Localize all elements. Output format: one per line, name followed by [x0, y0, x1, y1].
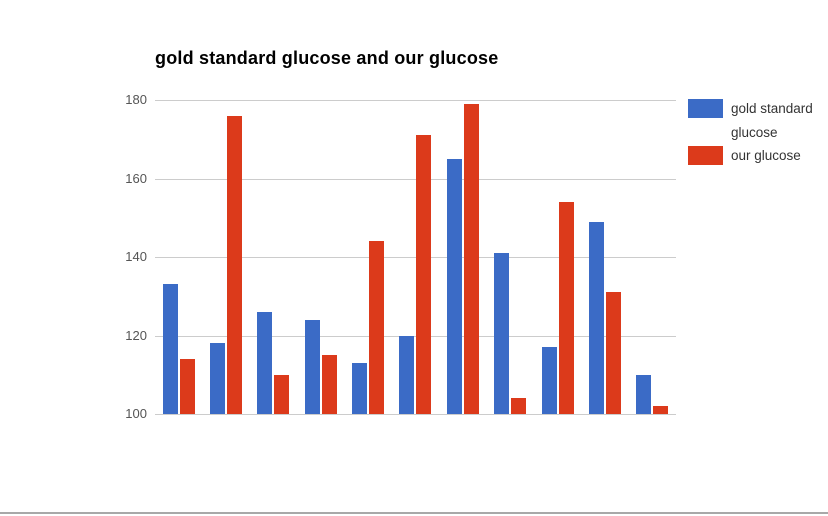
- bar-gold-standard-glucose-9: [541, 347, 557, 414]
- bar-our-glucose-10: [605, 292, 621, 414]
- gridline-160: [155, 178, 676, 180]
- bar-gold-standard-glucose-10: [588, 221, 604, 414]
- bar-gold-standard-glucose-8: [494, 253, 510, 414]
- legend-swatch-icon: [688, 99, 723, 118]
- gridline-100: [155, 414, 676, 415]
- bar-gold-standard-glucose-5: [352, 362, 368, 414]
- gridline-140: [155, 257, 676, 258]
- legend-label: gold standard glucose: [731, 101, 813, 140]
- legend-label: our glucose: [731, 148, 801, 163]
- bar-gold-standard-glucose-4: [304, 319, 320, 414]
- bar-gold-standard-glucose-3: [257, 311, 273, 414]
- bar-our-glucose-7: [463, 103, 479, 414]
- bar-gold-standard-glucose-11: [636, 374, 652, 414]
- bar-groups: [155, 100, 676, 414]
- gridline-120: [155, 335, 676, 337]
- window-bottom-edge: [0, 512, 828, 514]
- bar-group-3: [250, 100, 297, 414]
- gridline-180: [155, 100, 676, 101]
- bar-group-4: [297, 100, 344, 414]
- bar-group-1: [155, 100, 202, 414]
- bar-our-glucose-9: [558, 202, 574, 414]
- y-tick-label-160: 160: [125, 170, 147, 186]
- legend-swatch-icon: [688, 146, 723, 165]
- bar-group-9: [534, 100, 581, 414]
- bar-group-5: [344, 100, 391, 414]
- bar-our-glucose-4: [321, 355, 337, 414]
- plot-area: 100 120 140 160 180: [125, 92, 676, 421]
- bar-gold-standard-glucose-7: [446, 158, 462, 414]
- bar-our-glucose-6: [416, 135, 432, 414]
- y-tick-label-140: 140: [125, 249, 147, 264]
- bar-our-glucose-8: [511, 398, 527, 414]
- chart-title: gold standard glucose and our glucose: [155, 48, 499, 68]
- bar-group-6: [392, 100, 439, 414]
- bar-gold-standard-glucose-2: [210, 343, 226, 414]
- bar-group-8: [487, 100, 534, 414]
- bar-gold-standard-glucose-1: [162, 284, 178, 414]
- bar-our-glucose-11: [653, 406, 669, 414]
- bar-group-7: [439, 100, 486, 414]
- bar-group-11: [629, 100, 676, 414]
- legend-item-2: our glucose: [688, 144, 819, 168]
- legend-item-1: gold standard glucose: [688, 97, 819, 144]
- legend: gold standard glucose our glucose: [688, 97, 819, 168]
- y-tick-label-120: 120: [125, 327, 147, 343]
- bar-our-glucose-2: [227, 115, 243, 414]
- y-tick-label-180: 180: [125, 92, 147, 107]
- bar-our-glucose-5: [369, 241, 385, 414]
- bar-gold-standard-glucose-6: [399, 335, 415, 414]
- bar-group-2: [202, 100, 249, 414]
- y-tick-label-100: 100: [125, 406, 147, 421]
- bar-our-glucose-1: [179, 359, 195, 414]
- bar-our-glucose-3: [274, 374, 290, 414]
- bar-group-10: [581, 100, 628, 414]
